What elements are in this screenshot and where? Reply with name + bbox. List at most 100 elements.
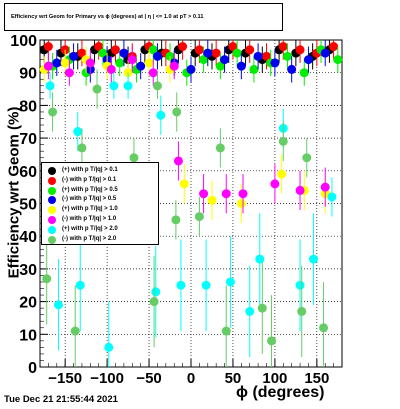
data-point xyxy=(320,48,330,58)
data-point xyxy=(270,58,280,68)
data-point xyxy=(270,179,280,189)
data-point xyxy=(215,143,225,153)
data-point xyxy=(43,42,53,52)
x-tick-label: 0 xyxy=(187,370,195,387)
data-point xyxy=(92,84,102,94)
legend-marker xyxy=(48,206,56,215)
data-point xyxy=(225,277,235,287)
data-point xyxy=(104,342,114,352)
data-point xyxy=(232,48,242,58)
data-point xyxy=(149,297,159,307)
data-point xyxy=(295,280,305,290)
legend-label: (-) with p T/|q| > 1.0 xyxy=(62,216,117,222)
data-point xyxy=(115,58,125,68)
data-point xyxy=(77,143,87,153)
data-point xyxy=(64,68,74,78)
x-tick-label: 50 xyxy=(225,370,242,387)
legend-entry: (-) with p T/|q| > 0.5 xyxy=(42,195,158,205)
data-point xyxy=(245,306,255,316)
timestamp: Tue Dec 21 21:55:44 2021 xyxy=(4,394,118,405)
data-point xyxy=(199,55,209,65)
data-point xyxy=(194,212,204,222)
y-tick-label: 90 xyxy=(19,66,37,83)
data-point xyxy=(176,280,186,290)
y-axis-label: Efficiency wrt Geom (%) xyxy=(5,106,23,279)
y-tick-label: 30 xyxy=(19,262,37,279)
data-point xyxy=(70,326,80,336)
data-point xyxy=(75,280,85,290)
y-tick-label: 0 xyxy=(28,360,37,377)
x-tick-label: −150 xyxy=(48,370,82,387)
data-point xyxy=(53,300,63,310)
legend-marker xyxy=(48,235,56,244)
data-point xyxy=(282,51,292,61)
legend-entry: (+) with p T/|q| > 1.0 xyxy=(42,205,158,215)
data-point xyxy=(278,42,288,52)
data-point xyxy=(123,81,133,91)
legend: (+) with p T/|q| > 0.1 (-) with p T/|q| >… xyxy=(41,162,159,245)
data-point xyxy=(42,274,52,284)
title-box: Efficiency wrt Geom for Primary vs ϕ (de… xyxy=(4,3,283,31)
data-point xyxy=(236,199,246,208)
data-point xyxy=(173,156,183,166)
legend-entry: (+) with p T/|q| > 2.0 xyxy=(42,225,158,235)
y-tick-label: 100 xyxy=(10,33,37,50)
data-point xyxy=(287,64,297,74)
legend-entry: (+) with p T/|q| > 0.1 xyxy=(42,166,158,176)
data-point xyxy=(319,323,329,333)
data-point xyxy=(172,107,182,117)
data-point xyxy=(111,45,120,55)
data-point xyxy=(215,61,225,71)
data-point xyxy=(109,81,119,91)
data-point xyxy=(106,64,116,74)
data-point xyxy=(257,303,267,313)
data-point xyxy=(179,179,189,189)
data-point xyxy=(207,195,217,205)
data-point xyxy=(203,48,213,58)
data-point xyxy=(236,61,246,71)
legend-label: (+) with p T/|q| > 1.0 xyxy=(62,206,118,213)
data-point xyxy=(156,110,166,120)
data-point xyxy=(238,189,248,199)
data-point xyxy=(220,55,230,65)
data-point xyxy=(73,127,83,137)
data-point xyxy=(194,45,204,55)
data-point xyxy=(129,153,139,163)
data-point xyxy=(277,169,287,179)
legend-marker xyxy=(48,216,56,224)
legend-entry: (-) with p T/|q| > 2.0 xyxy=(42,235,158,245)
data-point xyxy=(169,61,179,71)
x-tick-label: 150 xyxy=(304,370,329,387)
y-tick-label: 40 xyxy=(19,229,37,246)
y-tick-label: 60 xyxy=(19,164,37,181)
data-point xyxy=(148,45,158,55)
data-point xyxy=(178,42,188,52)
data-point xyxy=(295,185,305,195)
data-point xyxy=(320,182,330,192)
legend-label: (-) with p T/|q| > 0.1 xyxy=(62,176,117,183)
data-point xyxy=(245,45,255,55)
x-tick-label: −50 xyxy=(136,370,161,387)
data-point xyxy=(308,254,318,264)
data-point xyxy=(329,42,339,52)
legend-entry: (-) with p T/|q| > 1.0 xyxy=(42,215,158,225)
legend-marker xyxy=(48,225,56,234)
data-point xyxy=(152,81,162,91)
data-point xyxy=(98,48,108,58)
x-tick-label: −100 xyxy=(90,370,124,387)
data-point xyxy=(52,58,62,68)
data-point xyxy=(171,215,181,225)
x-axis-label: ϕ (degrees) xyxy=(236,384,325,401)
chart-title: Efficiency wrt Geom for Primary vs ϕ (de… xyxy=(11,14,204,20)
data-point xyxy=(186,64,196,74)
y-tick-label: 10 xyxy=(19,327,37,344)
data-point xyxy=(249,64,259,74)
data-point xyxy=(267,336,277,346)
data-point xyxy=(119,48,129,58)
data-point xyxy=(77,48,87,58)
y-tick-label: 50 xyxy=(19,197,37,214)
legend-entry: (+) with p T/|q| > 0.5 xyxy=(42,186,158,196)
legend-marker xyxy=(48,186,56,195)
data-point xyxy=(262,51,271,61)
